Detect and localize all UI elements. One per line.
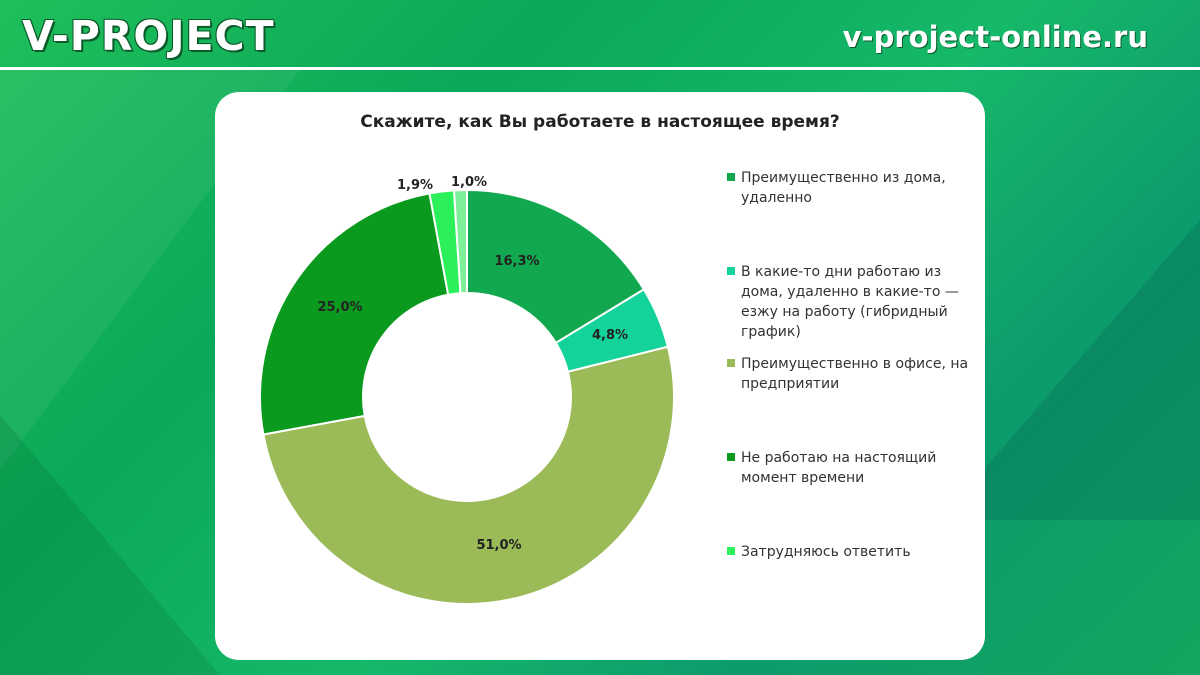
legend-swatch xyxy=(727,359,735,367)
slice-data-label: 1,9% xyxy=(397,178,433,193)
slice-data-label: 51,0% xyxy=(476,538,521,553)
background-facet xyxy=(0,415,220,675)
slice-data-label: 4,8% xyxy=(592,328,628,343)
chart-card: Скажите, как Вы работаете в настоящее вр… xyxy=(215,92,985,660)
donut-chart: 16,3% 4,8% 51,0% 25,0% 1,9% 1,0% xyxy=(259,175,675,605)
legend-label: Не работаю на настоящий момент времени xyxy=(741,450,937,486)
legend-label: Преимущественно в офисе, на предприятии xyxy=(741,356,969,392)
donut-slice xyxy=(452,188,468,295)
slice-data-label: 16,3% xyxy=(494,254,539,269)
legend-swatch xyxy=(727,453,735,461)
donut-slice xyxy=(259,192,450,436)
legend-swatch xyxy=(727,173,735,181)
chart-title: Скажите, как Вы работаете в настоящее вр… xyxy=(360,112,840,132)
legend-label: Затрудняюсь ответить xyxy=(741,544,911,560)
legend-swatch xyxy=(727,547,735,555)
header: V-PROJECT v-project-online.ru xyxy=(0,0,1200,68)
donut-slice xyxy=(262,345,675,605)
slice-data-label: 25,0% xyxy=(317,300,362,315)
donut-slice xyxy=(466,188,646,345)
header-divider xyxy=(0,67,1200,70)
legend-label: Преимущественно из дома, удаленно xyxy=(741,170,946,206)
legend-label: В какие-то дни работаю из дома, удаленно… xyxy=(741,264,959,340)
brand-logo: V-PROJECT xyxy=(22,12,275,60)
site-url: v-project-online.ru xyxy=(842,20,1148,54)
slice-data-label: 1,0% xyxy=(451,175,487,190)
legend-swatch xyxy=(727,267,735,275)
